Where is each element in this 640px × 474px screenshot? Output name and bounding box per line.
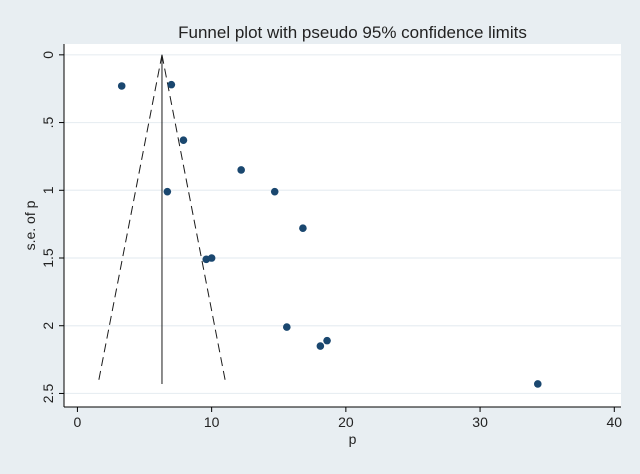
y-tick-label: .5 xyxy=(40,117,56,129)
data-points xyxy=(117,80,542,388)
data-point xyxy=(533,380,542,388)
y-tick-label: 1.5 xyxy=(40,248,56,268)
y-tick-label: 1 xyxy=(40,186,56,194)
x-tick-label: 10 xyxy=(204,414,220,430)
x-tick-label: 40 xyxy=(607,414,623,430)
data-point xyxy=(316,342,325,350)
grid-lines xyxy=(64,54,621,395)
y-tick-label: 2 xyxy=(40,322,56,330)
data-point xyxy=(299,224,307,233)
chart-title: Funnel plot with pseudo 95% confidence l… xyxy=(178,23,527,42)
data-point xyxy=(237,166,245,174)
data-point xyxy=(179,136,188,144)
x-tick-label: 20 xyxy=(338,414,354,430)
data-point xyxy=(283,323,291,331)
x-tick-label: 0 xyxy=(74,414,82,430)
plot-area xyxy=(64,44,621,407)
data-point xyxy=(117,82,126,90)
x-axis-label: p xyxy=(349,431,357,447)
axes: 0 .5 1 1.5 2 2.5 0 10 20 30 40 xyxy=(40,44,622,430)
funnel-lines xyxy=(97,54,227,385)
data-point xyxy=(163,187,172,196)
y-axis-label: s.e. of p xyxy=(22,200,38,250)
data-point xyxy=(207,254,216,262)
y-tick-label: 2.5 xyxy=(40,384,56,404)
data-point xyxy=(167,80,176,89)
y-tick-label: 0 xyxy=(40,51,56,59)
data-point xyxy=(323,336,331,345)
x-tick-label: 30 xyxy=(472,414,488,430)
data-point xyxy=(270,187,279,196)
